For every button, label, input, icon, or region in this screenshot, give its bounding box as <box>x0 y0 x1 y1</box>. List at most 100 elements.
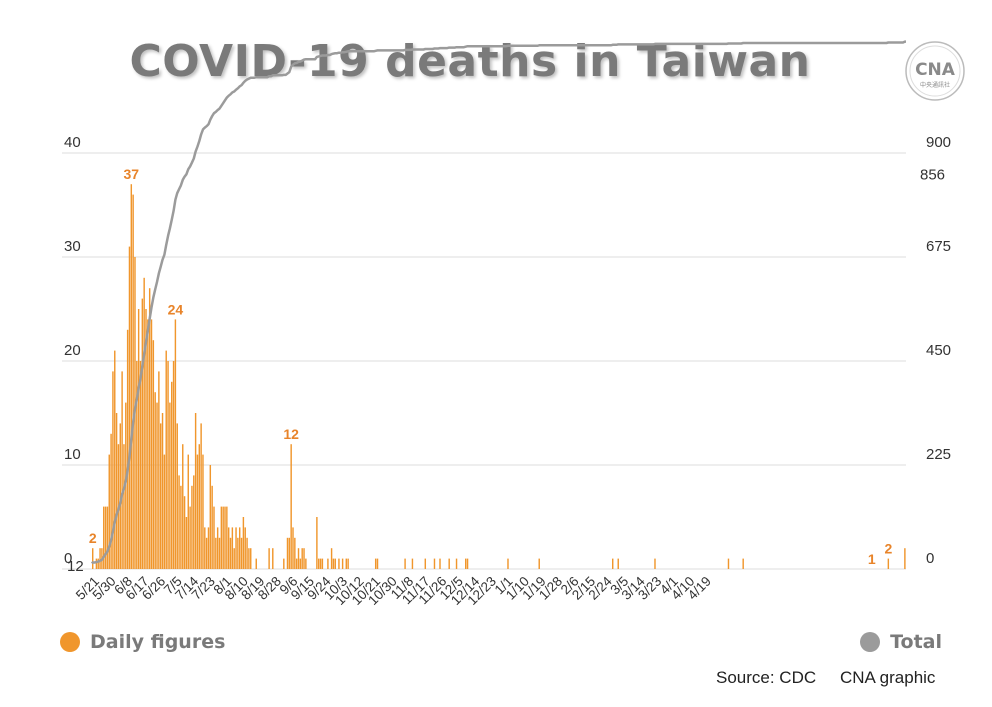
daily-bar <box>226 506 228 569</box>
daily-bar <box>130 184 133 569</box>
daily-bar <box>466 558 469 569</box>
daily-bar <box>538 558 540 569</box>
daily-bar <box>172 361 175 569</box>
daily-bar <box>248 548 250 569</box>
daily-bar <box>334 558 336 569</box>
daily-bar <box>321 558 324 569</box>
daily-bar <box>95 558 98 569</box>
daily-bar <box>231 527 234 569</box>
daily-bar <box>180 485 182 569</box>
daily-bar <box>297 548 300 569</box>
daily-bar <box>106 506 109 569</box>
daily-bar <box>305 558 307 569</box>
daily-bar <box>448 558 450 569</box>
daily-bar <box>92 548 94 569</box>
daily-bar <box>404 558 406 569</box>
daily-bar <box>123 444 125 569</box>
bar-data-label: 2 <box>884 541 892 557</box>
daily-bar <box>303 548 305 569</box>
daily-bar <box>154 392 156 569</box>
daily-bar <box>218 537 221 569</box>
daily-bar <box>143 277 145 569</box>
bar-data-label: 1 <box>868 551 876 567</box>
daily-bar <box>286 537 289 569</box>
daily-bar <box>237 537 239 569</box>
daily-bar <box>104 506 107 569</box>
daily-bar <box>411 558 414 569</box>
daily-bar <box>194 413 197 569</box>
daily-bar <box>341 558 344 569</box>
daily-bar <box>244 527 246 569</box>
bar-data-label: 2 <box>89 530 97 546</box>
daily-bar <box>376 558 379 569</box>
right-tick-label: 0 <box>926 550 934 567</box>
source-text: Source: CDC <box>716 668 817 687</box>
daily-bar <box>316 517 318 569</box>
daily-bar <box>268 548 270 569</box>
daily-bar <box>507 558 509 569</box>
daily-bar <box>202 454 204 569</box>
legend-total-label: Total <box>890 631 942 653</box>
legend-daily-label: Daily figures <box>90 631 226 653</box>
daily-bar <box>193 475 195 569</box>
bar-data-label: 37 <box>124 166 140 182</box>
daily-bar <box>220 506 223 569</box>
daily-bar <box>176 423 178 569</box>
daily-bar <box>167 361 169 569</box>
total-line-path <box>90 40 907 565</box>
right-tick-label: 900 <box>926 134 951 151</box>
daily-bar <box>424 558 427 569</box>
daily-bar <box>171 381 173 569</box>
right-tick-label: 675 <box>926 238 951 255</box>
daily-bar <box>235 527 237 569</box>
daily-bar <box>299 558 302 569</box>
credit-text: CNA graphic <box>840 668 936 687</box>
daily-bar <box>137 309 140 569</box>
bar-data-label: 24 <box>168 301 184 317</box>
daily-bar <box>213 506 215 569</box>
daily-bar <box>108 454 110 569</box>
daily-bar <box>114 350 116 569</box>
left-tick-label: 40 <box>64 134 81 151</box>
daily-bar <box>159 423 162 569</box>
daily-bar <box>227 527 230 569</box>
daily-bar <box>145 309 147 569</box>
daily-bar <box>272 548 274 569</box>
daily-bar <box>207 527 210 569</box>
daily-bar <box>99 548 101 569</box>
daily-bar <box>97 558 99 569</box>
right-tick-label: 450 <box>926 342 951 359</box>
daily-bar <box>215 537 217 569</box>
daily-bar <box>240 537 243 569</box>
daily-bar <box>191 485 193 569</box>
daily-bar <box>161 413 164 569</box>
bar-data-label: 12 <box>283 426 299 442</box>
daily-bar <box>119 423 121 569</box>
daily-bar <box>169 402 171 569</box>
left-axis-ticks: 0 10 20 30 40 12 <box>64 134 84 575</box>
daily-bar <box>345 558 348 569</box>
daily-bar <box>250 548 252 569</box>
daily-bar <box>292 527 294 569</box>
left-tick-label: 30 <box>64 238 81 255</box>
legend-daily: Daily figures <box>60 631 225 653</box>
daily-bar <box>338 558 340 569</box>
right-axis-annotation: 856 <box>920 166 945 183</box>
left-tick-label: 20 <box>64 342 81 359</box>
logo-subtext: 中央通訊社 <box>920 81 950 89</box>
daily-bar <box>433 558 436 569</box>
daily-bar <box>455 558 458 569</box>
daily-bar <box>238 527 241 569</box>
daily-bar <box>148 288 151 569</box>
daily-bar <box>255 558 257 569</box>
right-tick-label: 225 <box>926 446 951 463</box>
gridlines <box>62 152 906 570</box>
daily-bar <box>617 558 619 569</box>
daily-bar <box>136 361 138 569</box>
daily-bar <box>319 558 322 569</box>
daily-bar <box>904 548 906 569</box>
daily-bar <box>185 517 188 569</box>
daily-bar <box>121 371 123 569</box>
daily-bars <box>92 184 906 569</box>
